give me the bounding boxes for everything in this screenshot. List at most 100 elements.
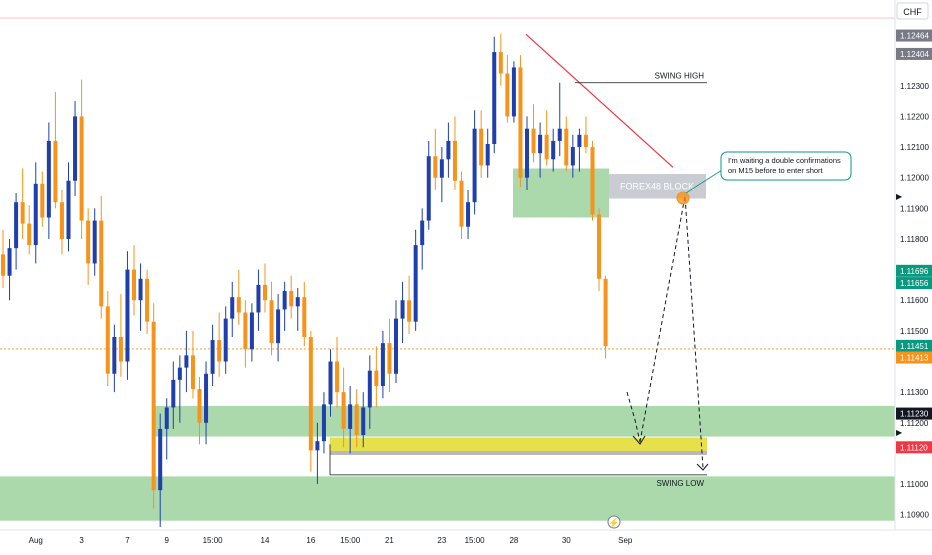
candle-body <box>73 116 78 181</box>
candle-body <box>492 52 497 144</box>
time-axis-layer: Aug 3 7 9 15:00 14 16 15:00 21 23 15:00 28 30 Sep <box>29 536 633 545</box>
price-label-box <box>896 407 932 420</box>
price-label-box <box>896 264 932 277</box>
candle-body <box>217 340 222 362</box>
candle-body <box>138 278 143 301</box>
trendline <box>525 33 674 168</box>
time-tick-label: 30 <box>562 536 571 545</box>
price-tick-label: 1.11800 <box>900 235 929 244</box>
price-tick-label: 1.10900 <box>900 511 929 520</box>
candle-body <box>531 128 536 154</box>
price-label-box <box>896 29 932 42</box>
swing-low-label: SWING LOW <box>656 479 704 488</box>
time-tick-label: 15:00 <box>203 536 224 545</box>
candle-body <box>204 373 209 423</box>
candle-body <box>485 143 490 166</box>
candle-body <box>132 269 136 301</box>
candle-body <box>394 318 398 374</box>
currency-box[interactable] <box>896 2 929 20</box>
lightning-icon <box>607 515 621 529</box>
candle-body <box>276 309 281 344</box>
candle-body <box>40 183 45 218</box>
candle-body <box>14 202 19 249</box>
candle-body <box>472 128 477 203</box>
candle-body <box>374 370 379 387</box>
candle-body <box>99 220 104 307</box>
candle-body <box>151 321 156 491</box>
price-tick-label: 1.11500 <box>900 327 929 336</box>
candle-body <box>256 284 261 313</box>
price-label-text: 1.12464 <box>900 32 929 41</box>
callout-box <box>720 151 852 181</box>
time-axis[interactable] <box>0 530 895 550</box>
candle-body <box>243 312 248 350</box>
candle-body <box>92 220 97 264</box>
candle-body <box>210 340 215 374</box>
candle-body <box>479 128 484 166</box>
candle-body <box>583 134 588 148</box>
yellow-entry-zone <box>330 437 707 451</box>
candle-body <box>59 202 64 239</box>
candle-body <box>118 336 123 362</box>
candle-body <box>413 245 418 322</box>
price-label-text: 1.12404 <box>900 50 929 59</box>
candle-body <box>348 404 353 429</box>
swing-high-label: SWING HIGH <box>655 72 705 81</box>
candle-body <box>551 140 556 160</box>
candle-body <box>341 392 346 429</box>
price-tick-label: 1.12000 <box>900 174 929 183</box>
price-tick-label: 1.12100 <box>900 143 929 152</box>
price-label-text: 1.11120 <box>900 443 928 452</box>
candle-body <box>328 361 333 405</box>
candle-body <box>590 147 595 215</box>
projected-path <box>626 195 704 469</box>
candle-body <box>380 343 385 387</box>
callout-connector <box>685 169 723 194</box>
price-tick-label: 1.11300 <box>900 388 929 397</box>
price-label-text: 1.11656 <box>900 279 929 288</box>
candle-body <box>564 128 569 166</box>
candle-body <box>190 355 195 390</box>
time-tick-label: 16 <box>306 536 315 545</box>
candle-body <box>570 147 575 166</box>
candle-body <box>86 220 91 264</box>
candle-body <box>439 159 444 178</box>
candle-body <box>223 318 228 362</box>
candle-body <box>407 300 412 322</box>
candle-body <box>112 336 117 374</box>
price-label-text: 1.11230 <box>900 410 929 419</box>
candle-body <box>544 134 549 160</box>
candle-body <box>321 404 326 442</box>
candle-body <box>577 134 582 148</box>
candle-body <box>452 140 457 181</box>
time-tick-label: Sep <box>618 536 633 545</box>
candle-body <box>125 269 130 362</box>
currency-label: CHF <box>903 7 922 17</box>
candle-body <box>145 278 150 322</box>
time-tick-label: 21 <box>385 536 394 545</box>
price-tick-label: 1.12300 <box>900 82 929 91</box>
axis-marker-icon: ▶ <box>896 192 903 201</box>
candle-body <box>387 343 392 374</box>
candle-body <box>498 52 503 74</box>
candle-body <box>505 73 510 117</box>
candle-body <box>249 312 254 350</box>
price-tick-label: 1.11000 <box>900 480 929 489</box>
candle-body <box>184 355 189 368</box>
candle-body <box>295 297 300 307</box>
candle-body <box>315 441 320 451</box>
time-tick-label: 3 <box>79 536 84 545</box>
time-tick-label: 15:00 <box>340 536 361 545</box>
candle-body <box>420 220 425 246</box>
candle-body <box>282 291 287 310</box>
price-label-text: 1.11451 <box>900 342 929 351</box>
candle-body <box>511 67 516 117</box>
candle-body <box>433 156 438 178</box>
price-label-box <box>896 351 932 364</box>
candle-body <box>361 407 366 436</box>
candle-body <box>426 156 431 221</box>
candle-body <box>335 361 340 393</box>
price-axis-layer: 1.12300 1.12200 1.12100 1.12000 1.11900 1.118… <box>896 29 932 520</box>
